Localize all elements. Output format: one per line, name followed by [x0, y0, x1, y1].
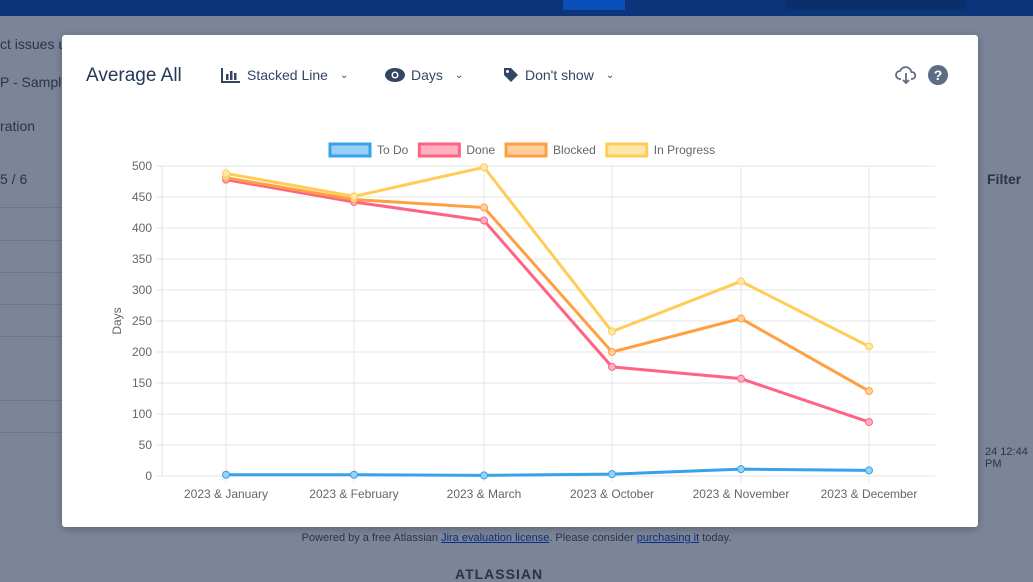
y-tick-label: 50: [139, 438, 153, 452]
eye-icon: [385, 68, 405, 82]
data-point: [737, 465, 745, 474]
svg-text:?: ?: [934, 67, 943, 83]
y-tick-label: 300: [132, 283, 152, 297]
legend-label: To Do: [377, 143, 409, 157]
x-tick-label: 2023 & December: [821, 487, 918, 501]
data-point: [350, 470, 358, 479]
x-tick-label: 2023 & January: [184, 487, 268, 501]
chevron-down-icon: ⌄: [339, 69, 349, 81]
data-point: [608, 327, 616, 336]
data-point: [608, 470, 616, 479]
chart-type-label: Stacked Line: [247, 67, 328, 83]
y-tick-label: 200: [132, 345, 152, 359]
search-input[interactable]: [786, 0, 966, 10]
x-tick-label: 2023 & February: [309, 487, 398, 501]
y-tick-label: 250: [132, 314, 152, 328]
bg-timestamp: 24 12:44 PM: [985, 446, 1028, 470]
atlassian-logo: ATLASSIAN: [455, 566, 544, 582]
x-tick-label: 2023 & November: [693, 487, 790, 501]
series-line-done: [225, 178, 870, 424]
data-point: [737, 314, 745, 323]
legend-label: Blocked: [553, 143, 596, 157]
evaluation-license-link[interactable]: Jira evaluation license: [441, 532, 550, 544]
bg-text: ct issues u: [0, 36, 67, 52]
y-tick-label: 150: [132, 376, 152, 390]
data-point: [222, 470, 230, 479]
data-point: [222, 169, 230, 178]
data-point: [350, 192, 358, 201]
series-line-blocked: [225, 176, 870, 393]
labels-label: Don't show: [525, 67, 594, 83]
labels-dropdown[interactable]: Don't show ⌄: [503, 67, 614, 83]
legend-swatch: [328, 142, 372, 158]
y-tick-label: 400: [132, 221, 152, 235]
legend-swatch: [605, 142, 649, 158]
cloud-download-icon[interactable]: [895, 65, 917, 85]
data-point: [865, 387, 873, 396]
series-line-to-do: [226, 467, 870, 477]
data-point: [480, 203, 488, 212]
y-tick-label: 350: [132, 252, 152, 266]
footer-notice: Powered by a free Atlassian Jira evaluat…: [0, 532, 1033, 544]
legend-label: Done: [466, 143, 495, 157]
bg-filter: Filter: [987, 171, 1022, 187]
data-point: [865, 466, 873, 475]
data-point: [480, 471, 488, 480]
y-axis-label: Days: [110, 307, 124, 334]
data-point: [480, 216, 488, 225]
x-tick-label: 2023 & March: [447, 487, 522, 501]
nav-active-item[interactable]: [563, 0, 625, 10]
help-icon[interactable]: ?: [928, 65, 948, 85]
bg-project-select: P - Sample: [0, 74, 69, 90]
footer-text: today.: [699, 532, 732, 544]
footer-text: Powered by a free Atlassian: [301, 532, 442, 544]
legend-label: In Progress: [654, 143, 715, 157]
series-line-in-progress: [225, 165, 870, 348]
data-point: [608, 348, 616, 356]
data-point: [737, 374, 745, 383]
legend-swatch: [504, 142, 548, 158]
x-tick-label: 2023 & October: [570, 487, 654, 501]
data-point: [608, 362, 616, 371]
y-tick-label: 450: [132, 190, 152, 204]
y-tick-label: 500: [132, 159, 152, 173]
unit-label: Days: [411, 67, 443, 83]
bg-count: 5 / 6: [0, 171, 28, 187]
y-tick-label: 100: [132, 407, 152, 421]
purchasing-link[interactable]: purchasing it: [636, 532, 700, 544]
footer-text: . Please consider: [549, 532, 637, 544]
top-navigation-bar: [0, 0, 1033, 16]
chevron-down-icon: ⌄: [454, 69, 464, 81]
data-point: [480, 163, 488, 172]
tag-icon: [504, 68, 518, 82]
unit-dropdown[interactable]: Days ⌄: [385, 67, 463, 83]
data-point: [737, 277, 745, 286]
bg-duration-select: ration: [0, 118, 36, 134]
chevron-down-icon: ⌄: [605, 69, 615, 81]
modal-title: Average All: [86, 65, 182, 86]
legend-swatch: [417, 142, 461, 158]
data-point: [865, 342, 873, 351]
bar-chart-icon: [221, 68, 240, 83]
data-point: [865, 418, 873, 427]
y-tick-label: 0: [145, 469, 152, 483]
chart-type-dropdown[interactable]: Stacked Line ⌄: [221, 67, 348, 83]
